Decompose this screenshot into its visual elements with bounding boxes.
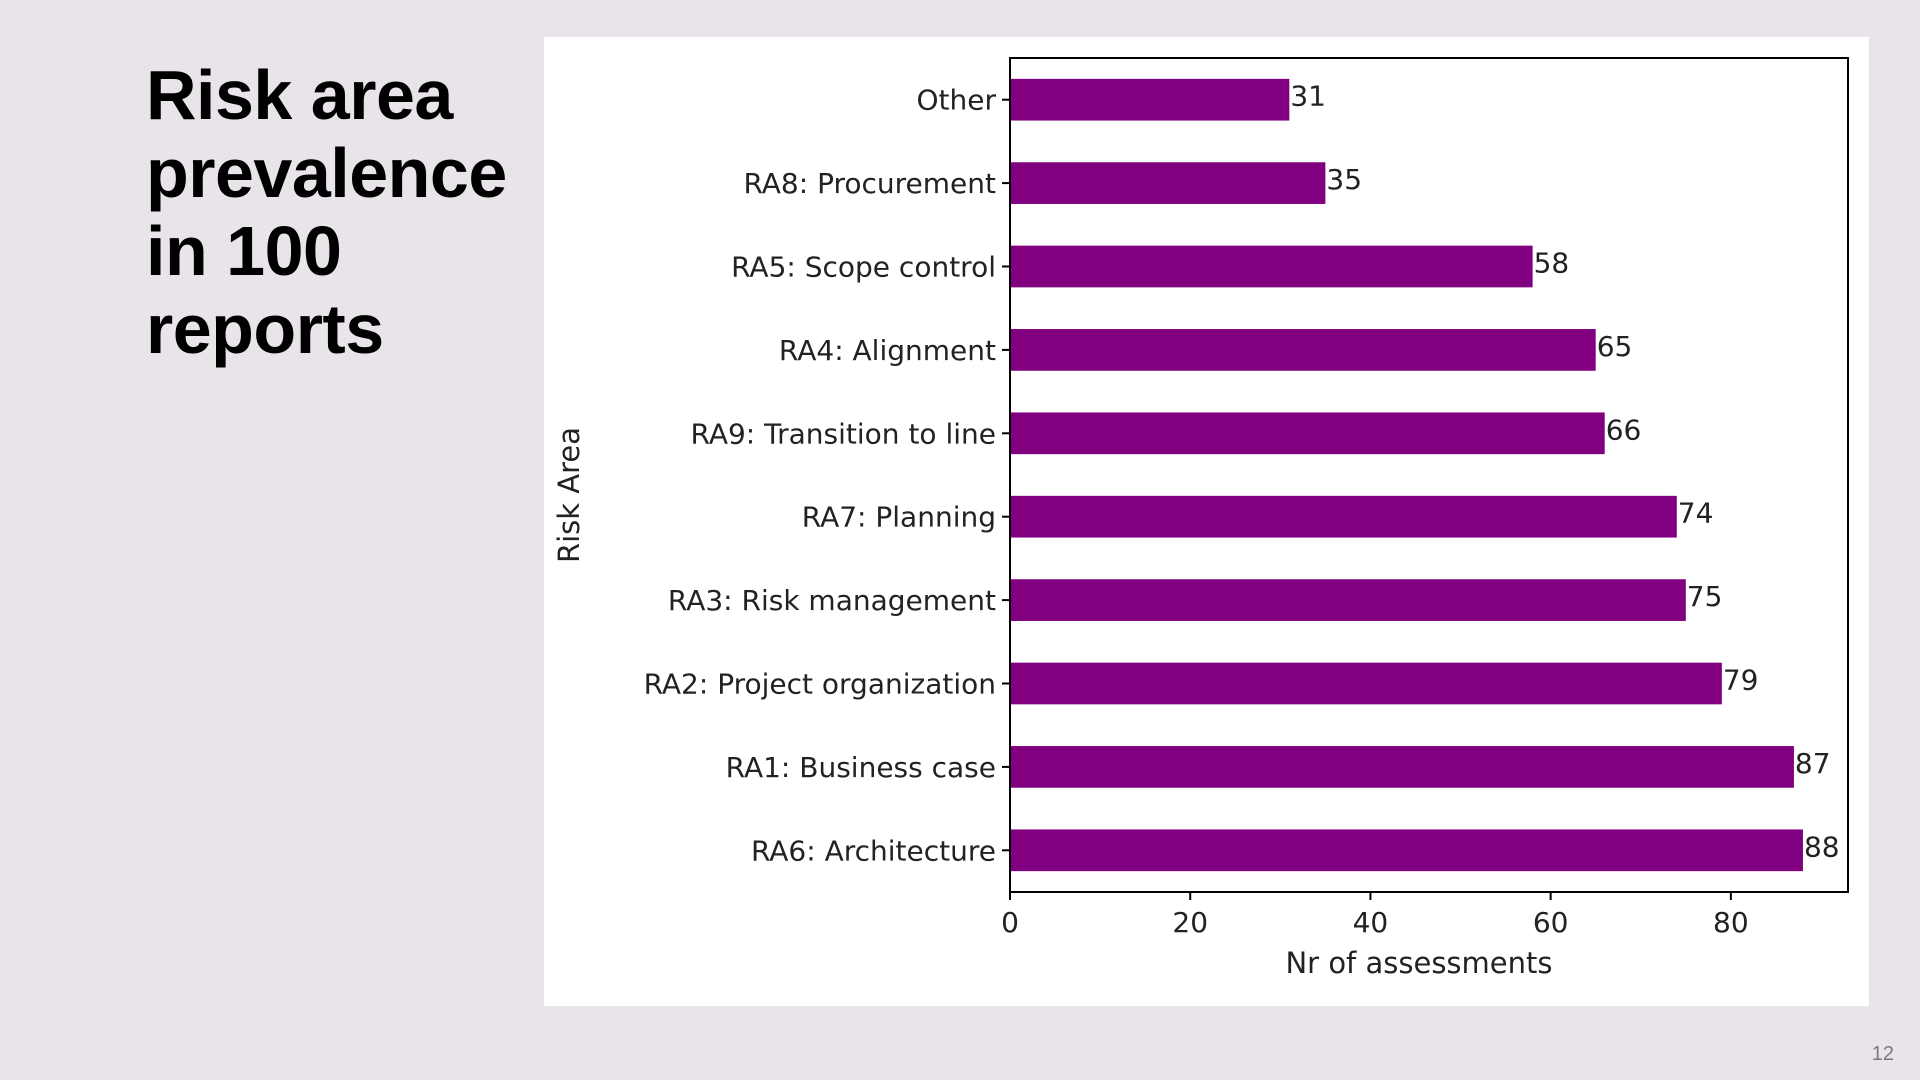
y-tick-label: RA4: Alignment <box>779 334 996 367</box>
bars-group <box>1010 78 1803 872</box>
x-axis-label: Nr of assessments <box>1285 946 1552 980</box>
data-labels: 31 35 58 65 66 74 75 79 87 88 <box>1290 80 1839 864</box>
bar <box>1010 579 1686 621</box>
bar <box>1010 746 1794 788</box>
data-label: 35 <box>1326 163 1362 196</box>
y-tick-label: RA3: Risk management <box>668 584 996 617</box>
chart-panel: Other RA8: Procurement RA5: Scope control R… <box>544 37 1869 1006</box>
y-tick-label: RA2: Project organization <box>644 668 996 701</box>
y-tick-labels: Other RA8: Procurement RA5: Scope control R… <box>644 84 1010 867</box>
slide-title: Risk area prevalence in 100 reports <box>146 56 546 368</box>
data-label: 75 <box>1687 580 1723 613</box>
bar <box>1010 495 1677 538</box>
y-tick-label: RA6: Architecture <box>751 834 996 867</box>
bar-chart: Other RA8: Procurement RA5: Scope control R… <box>552 57 1849 980</box>
bar <box>1010 829 1803 872</box>
x-tick-label: 0 <box>1001 906 1019 939</box>
data-label: 31 <box>1290 80 1326 113</box>
title-line: in 100 <box>146 212 342 290</box>
bar <box>1010 329 1596 371</box>
data-label: 58 <box>1534 247 1570 280</box>
y-tick-label: RA9: Transition to line <box>691 417 996 450</box>
plot-frame <box>1009 57 1849 893</box>
x-tick-label: 60 <box>1533 906 1569 939</box>
data-label: 66 <box>1606 413 1642 446</box>
x-ticks: 0 20 40 60 80 <box>1001 892 1749 939</box>
bar <box>1010 162 1326 204</box>
data-label: 65 <box>1597 330 1633 363</box>
data-label: 87 <box>1795 747 1831 780</box>
x-tick-label: 40 <box>1353 906 1389 939</box>
y-tick-label: Other <box>916 84 996 117</box>
data-label: 74 <box>1678 497 1714 530</box>
bar <box>1010 662 1722 705</box>
x-tick-label: 80 <box>1713 906 1749 939</box>
x-tick-label: 20 <box>1172 906 1208 939</box>
bar <box>1010 78 1290 121</box>
bar <box>1010 412 1605 455</box>
data-label: 79 <box>1723 664 1759 697</box>
title-line: reports <box>146 290 384 368</box>
page-number: 12 <box>1871 1043 1894 1065</box>
y-axis-label: Risk Area <box>552 427 586 563</box>
y-tick-label: RA8: Procurement <box>743 167 996 200</box>
title-line: prevalence <box>146 134 507 212</box>
y-tick-label: RA5: Scope control <box>731 251 996 284</box>
bar <box>1010 245 1533 288</box>
y-tick-label: RA7: Planning <box>802 501 996 534</box>
data-label: 88 <box>1804 830 1840 863</box>
title-line: Risk area <box>146 56 453 134</box>
y-tick-label: RA1: Business case <box>726 751 996 784</box>
